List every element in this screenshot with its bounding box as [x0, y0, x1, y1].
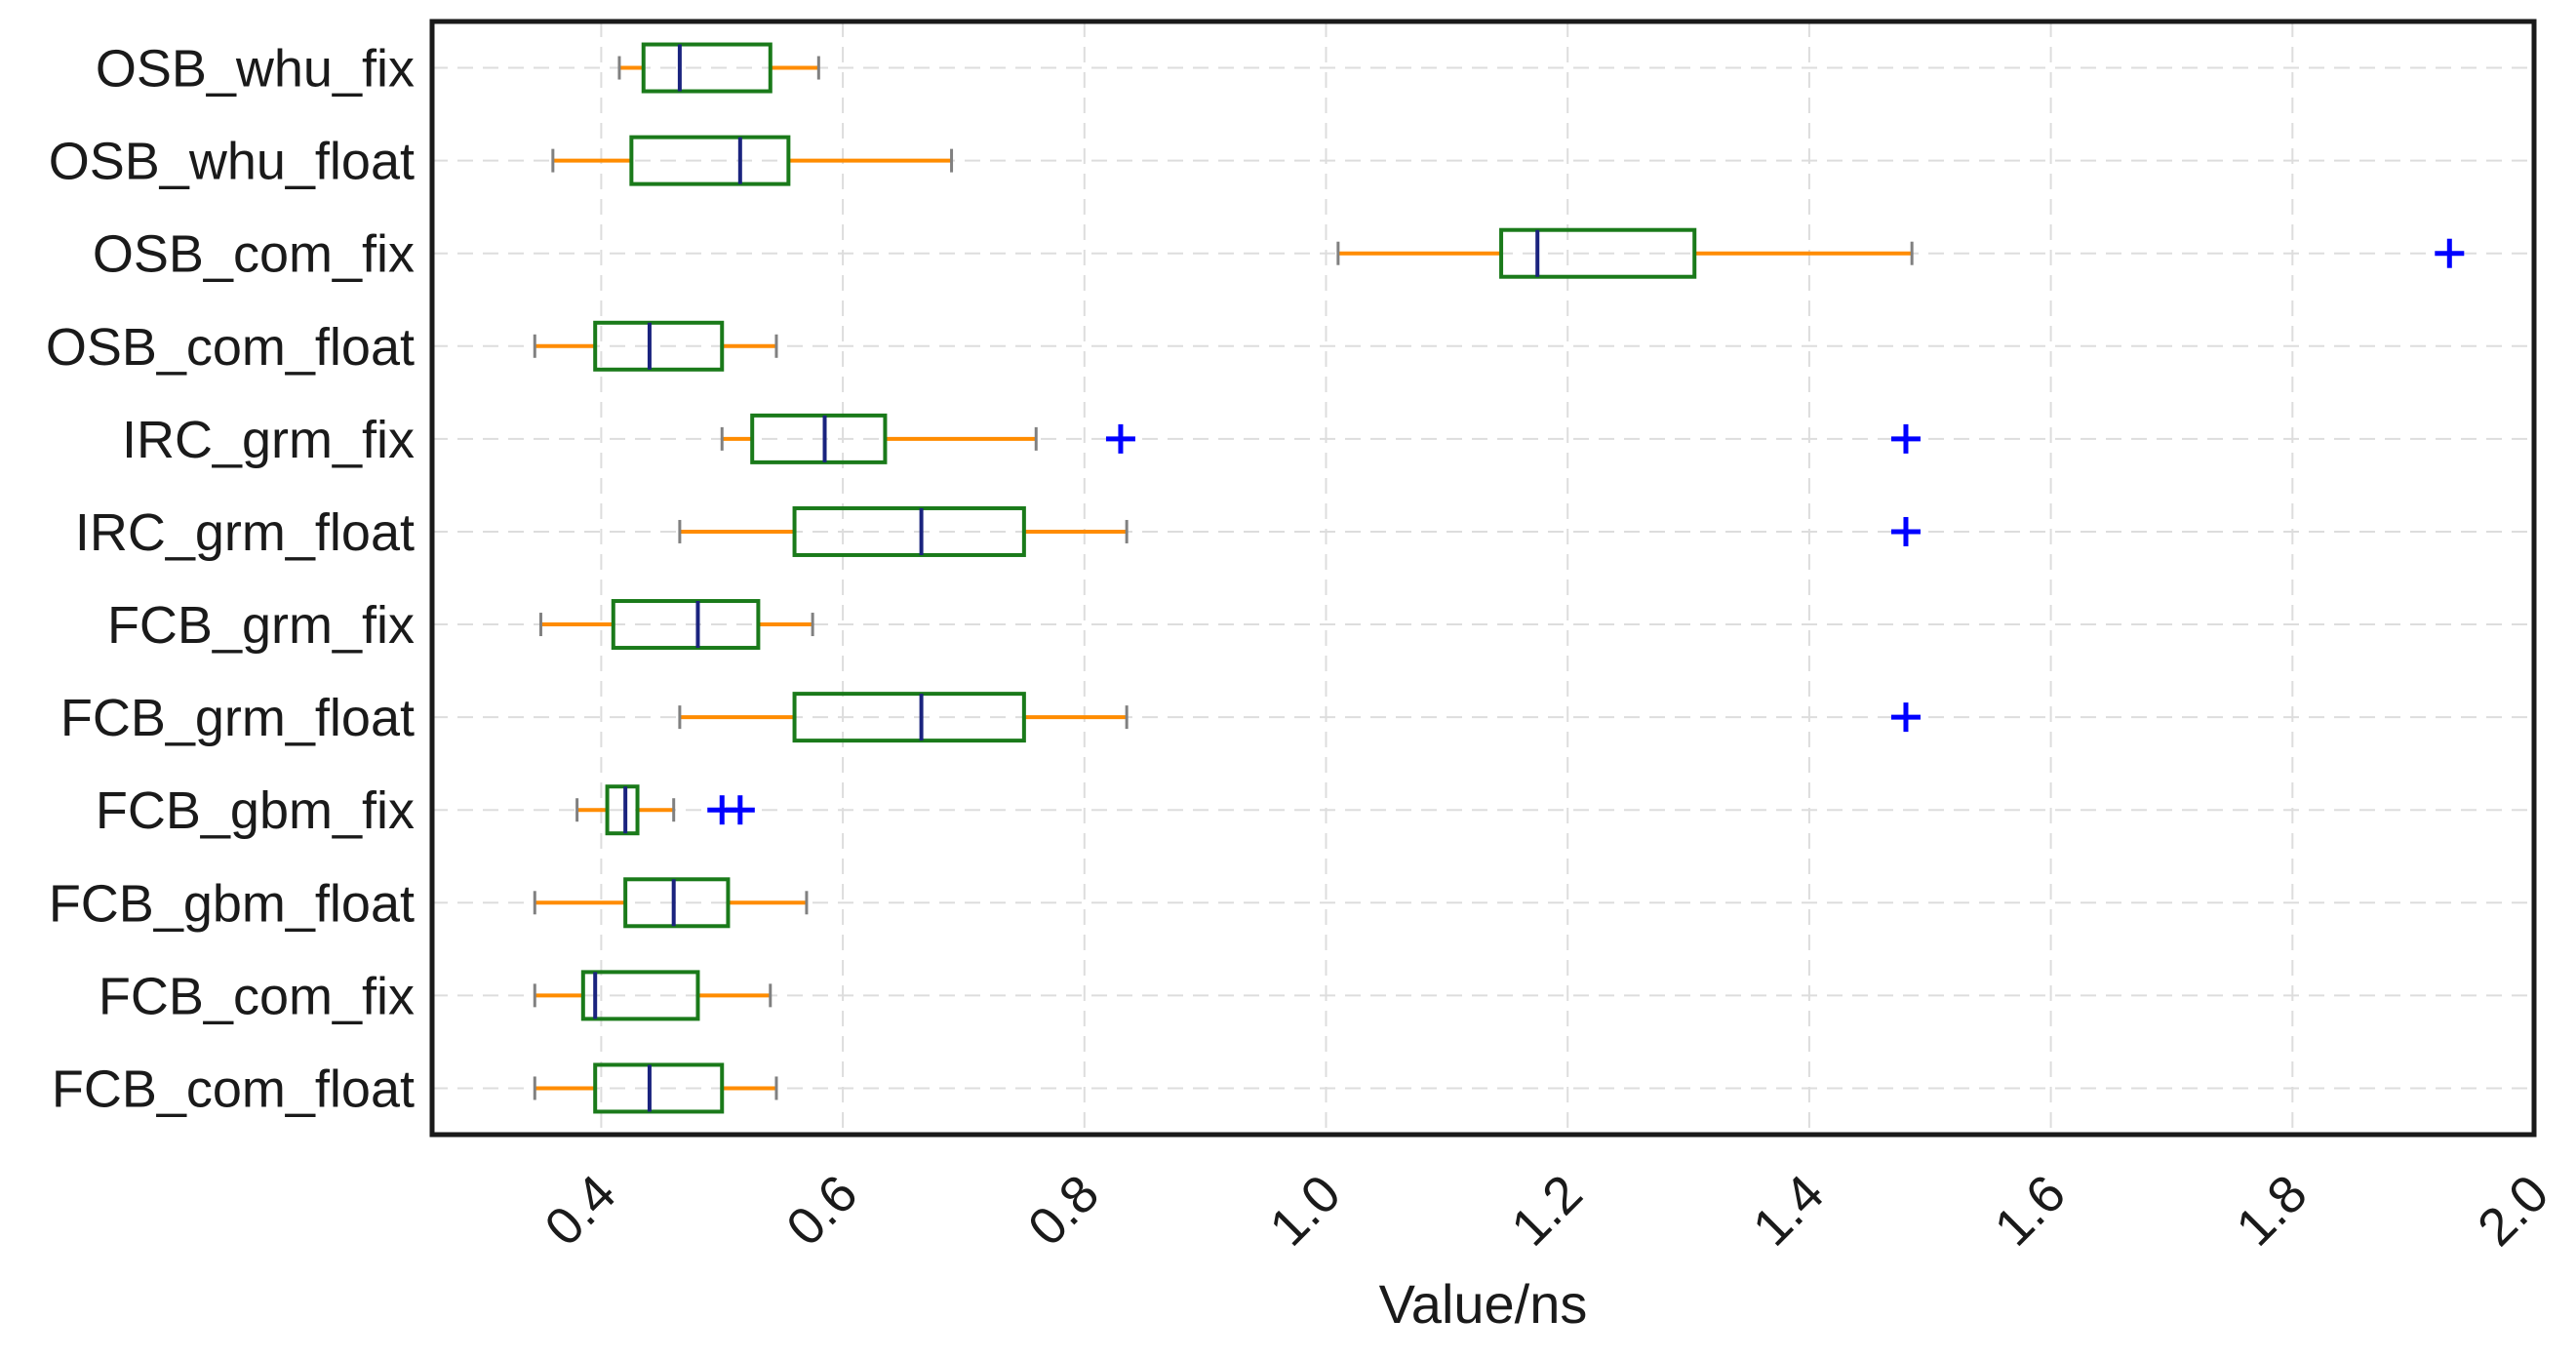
box-group-OSB_whu_fix: [617, 42, 820, 94]
box-group-FCB_grm_float: [678, 692, 1921, 743]
outlier-marker: [1890, 423, 1921, 454]
box-group-FCB_com_float: [533, 1062, 778, 1114]
box-iqr: [750, 413, 888, 464]
outlier-marker: [2435, 238, 2465, 268]
box-group-OSB_com_float: [533, 320, 778, 372]
category-label-FCB_gbm_float: FCB_gbm_float: [49, 874, 415, 933]
category-label-OSB_whu_fix: OSB_whu_fix: [96, 40, 415, 99]
x-axis-title: Value/ns: [1379, 1273, 1588, 1335]
plot-frame: [429, 19, 2537, 1138]
box-iqr: [623, 877, 731, 929]
box-group-FCB_gbm_float: [533, 877, 809, 929]
outlier-marker: [725, 795, 755, 825]
category-label-OSB_com_fix: OSB_com_fix: [93, 225, 415, 284]
box-iqr: [593, 320, 725, 372]
x-tick-label: 0.8: [1017, 1164, 1111, 1258]
box-iqr: [580, 970, 700, 1021]
box-iqr: [792, 692, 1026, 743]
box-group-FCB_gbm_fix: [575, 784, 755, 836]
category-label-OSB_com_float: OSB_com_float: [46, 318, 415, 377]
box-iqr: [611, 599, 761, 651]
category-label-OSB_whu_float: OSB_whu_float: [49, 133, 415, 191]
box-group-OSB_whu_float: [551, 135, 954, 186]
outlier-marker: [1890, 516, 1921, 546]
box-group-FCB_grm_fix: [538, 599, 814, 651]
box-iqr: [641, 42, 773, 94]
x-tick-label: 1.0: [1258, 1164, 1352, 1258]
x-tick-label: 1.6: [1984, 1164, 2078, 1258]
box-series: [533, 42, 2465, 1114]
x-tick-label: 1.8: [2225, 1164, 2318, 1258]
box-iqr: [629, 135, 791, 186]
category-label-IRC_grm_float: IRC_grm_float: [75, 503, 415, 562]
box-group-OSB_com_fix: [1336, 227, 2465, 279]
category-label-FCB_gbm_fix: FCB_gbm_fix: [96, 781, 415, 840]
box-iqr: [792, 505, 1026, 557]
category-label-FCB_com_fix: FCB_com_fix: [99, 967, 415, 1025]
category-label-FCB_grm_fix: FCB_grm_fix: [107, 596, 415, 655]
x-tick-label: 2.0: [2467, 1164, 2560, 1258]
grid-lines: [432, 21, 2535, 1135]
x-tick-label: 0.4: [534, 1164, 627, 1258]
box-iqr: [593, 1062, 725, 1114]
x-tick-label: 0.6: [775, 1164, 869, 1258]
box-iqr: [605, 784, 640, 836]
box-group-IRC_grm_float: [678, 505, 1921, 557]
x-tick-label: 1.4: [1742, 1164, 1836, 1258]
x-tick-label: 1.2: [1500, 1164, 1594, 1258]
box-group-IRC_grm_fix: [720, 413, 1921, 464]
outlier-marker: [1890, 702, 1921, 733]
box-group-FCB_com_fix: [533, 970, 773, 1021]
outlier-marker: [1105, 423, 1135, 454]
x-tick-labels: 0.4 0.6 0.8 1.0 1.2 1.4 1.6 1.8 2.0: [534, 1164, 2559, 1258]
category-label-FCB_com_float: FCB_com_float: [52, 1059, 415, 1118]
category-labels: OSB_whu_fix OSB_whu_float OSB_com_fix OSB_c…: [46, 40, 415, 1119]
category-label-FCB_grm_float: FCB_grm_float: [60, 689, 415, 747]
box-iqr: [1499, 227, 1697, 279]
category-label-IRC_grm_fix: IRC_grm_fix: [122, 411, 415, 469]
